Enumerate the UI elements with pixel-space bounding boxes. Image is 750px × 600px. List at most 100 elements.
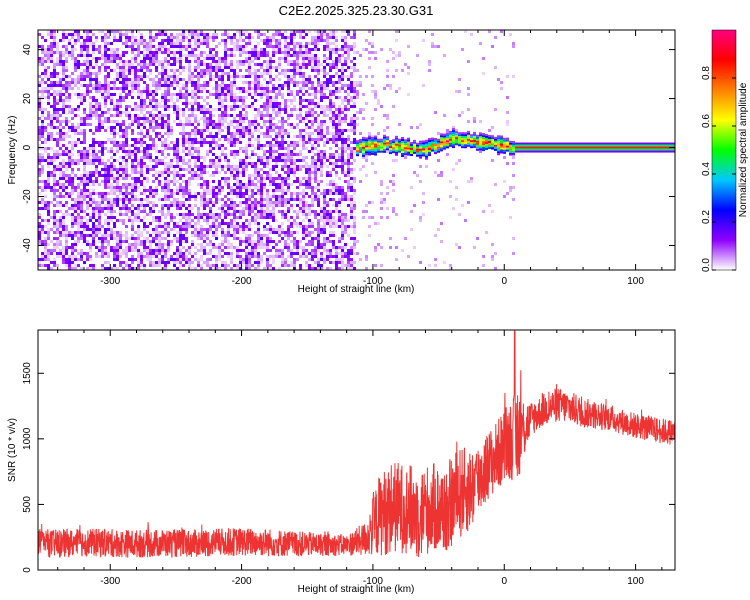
- heatmap-cell: [200, 237, 203, 240]
- heatmap-cell: [98, 213, 101, 216]
- heatmap-cell: [236, 153, 239, 156]
- heatmap-cell: [50, 189, 53, 192]
- heatmap-cell: [278, 183, 281, 186]
- heatmap-cell: [161, 66, 164, 69]
- heatmap-cell: [65, 117, 68, 120]
- heatmap-cell: [101, 246, 104, 249]
- heatmap-cell: [257, 258, 260, 261]
- heatmap-cell: [323, 213, 326, 216]
- heatmap-cell: [227, 165, 230, 168]
- heatmap-cell: [284, 75, 287, 78]
- heatmap-cell: [56, 222, 59, 225]
- heatmap-cell: [176, 42, 179, 45]
- heatmap-cell: [233, 36, 236, 39]
- heatmap-cell: [335, 129, 338, 132]
- heatmap-cell: [173, 42, 176, 45]
- heatmap-cell: [158, 111, 161, 114]
- heatmap-cell: [317, 237, 320, 240]
- heatmap-cell: [83, 165, 86, 168]
- heatmap-cell: [242, 99, 245, 102]
- heatmap-cell: [71, 81, 74, 84]
- heatmap-cell: [83, 240, 86, 243]
- heatmap-cell: [173, 54, 176, 57]
- heatmap-cell: [290, 150, 293, 153]
- heatmap-cell: [92, 105, 95, 108]
- heatmap-cell: [200, 63, 203, 66]
- heatmap-cell: [131, 222, 134, 225]
- heatmap-cell: [329, 219, 332, 222]
- heatmap-cell: [278, 240, 281, 243]
- heatmap-cell: [47, 111, 50, 114]
- heatmap-cell: [227, 252, 230, 255]
- heatmap-cell: [65, 264, 68, 267]
- heatmap-cell: [317, 72, 320, 75]
- heatmap-cell: [89, 204, 92, 207]
- heatmap-cell: [122, 168, 125, 171]
- heatmap-cell: [266, 174, 269, 177]
- heatmap-cell: [56, 81, 59, 84]
- heatmap-cell: [92, 234, 95, 237]
- heatmap-cell: [206, 183, 209, 186]
- heatmap-cell: [98, 48, 101, 51]
- heatmap-cell: [269, 267, 272, 270]
- heatmap-cell: [62, 219, 65, 222]
- heatmap-cell: [299, 66, 302, 69]
- heatmap-cell: [194, 135, 197, 138]
- heatmap-cell: [221, 93, 224, 96]
- heatmap-cell: [305, 264, 308, 267]
- heatmap-cell: [293, 60, 296, 63]
- heatmap-cell: [317, 249, 320, 252]
- heatmap-cell: [281, 231, 284, 234]
- heatmap-cell: [74, 63, 77, 66]
- heatmap-cell: [239, 99, 242, 102]
- heatmap-cell: [149, 189, 152, 192]
- heatmap-cell: [119, 243, 122, 246]
- heatmap-cell: [284, 105, 287, 108]
- heatmap-cell: [131, 138, 134, 141]
- heatmap-cell: [53, 36, 56, 39]
- heatmap-cell: [77, 231, 80, 234]
- heatmap-cell: [110, 216, 113, 219]
- heatmap-cell: [335, 201, 338, 204]
- heatmap-cell: [47, 264, 50, 267]
- heatmap-cell: [263, 39, 266, 42]
- heatmap-cell: [101, 198, 104, 201]
- heatmap-cell: [290, 78, 293, 81]
- heatmap-cell: [257, 201, 260, 204]
- heatmap-cell: [92, 84, 95, 87]
- heatmap-cell: [56, 243, 59, 246]
- heatmap-cell: [92, 207, 95, 210]
- heatmap-cell: [116, 132, 119, 135]
- heatmap-cell: [263, 90, 266, 93]
- heatmap-cell: [281, 132, 284, 135]
- heatmap-cell: [242, 63, 245, 66]
- heatmap-cell: [182, 33, 185, 36]
- heatmap-cell: [209, 243, 212, 246]
- heatmap-cell: [41, 219, 44, 222]
- heatmap-cell: [155, 225, 158, 228]
- heatmap-cell: [323, 54, 326, 57]
- heatmap-cell: [302, 183, 305, 186]
- heatmap-cell: [290, 60, 293, 63]
- heatmap-cell: [287, 78, 290, 81]
- heatmap-cell: [122, 69, 125, 72]
- heatmap-cell: [239, 267, 242, 270]
- heatmap-cell: [332, 123, 335, 126]
- heatmap-cell: [215, 54, 218, 57]
- heatmap-cell: [308, 105, 311, 108]
- heatmap-cell: [119, 264, 122, 267]
- heatmap-cell: [110, 237, 113, 240]
- heatmap-cell: [317, 36, 320, 39]
- heatmap-cell: [188, 180, 191, 183]
- heatmap-cell: [212, 165, 215, 168]
- heatmap-cell: [215, 267, 218, 270]
- heatmap-cell: [77, 126, 80, 129]
- heatmap-cell: [272, 177, 275, 180]
- heatmap-cell: [188, 198, 191, 201]
- heatmap-cell: [146, 117, 149, 120]
- heatmap-cell: [230, 114, 233, 117]
- heatmap-cell: [209, 69, 212, 72]
- heatmap-cell: [317, 69, 320, 72]
- heatmap-cell: [104, 165, 107, 168]
- heatmap-cell: [188, 81, 191, 84]
